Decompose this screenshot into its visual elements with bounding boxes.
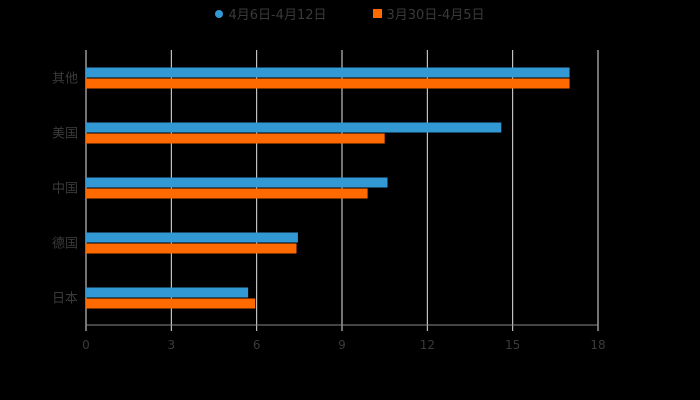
bar [86,67,570,78]
category-label: 德国 [52,237,78,252]
x-tick-label: 6 [253,338,261,352]
legend-item-series-2[interactable]: 3月30日-4月5日 [372,4,485,23]
bar [86,188,368,199]
category-label: 美国 [52,127,78,142]
legend-item-series-1[interactable]: 4月6日-4月12日 [215,4,327,23]
legend-label: 4月6日-4月12日 [228,8,327,23]
legend-label: 3月30日-4月5日 [386,8,485,23]
category-label: 日本 [52,292,78,307]
x-tick-label: 9 [338,338,346,352]
bar [86,177,388,188]
bar [86,232,298,243]
square-icon [372,9,382,18]
circle-icon [215,9,224,18]
bar [86,287,249,298]
bar [86,133,385,144]
bar [86,243,297,254]
x-tick-label: 12 [420,338,435,352]
category-label: 中国 [52,182,78,197]
bar [86,122,502,133]
x-tick-label: 18 [590,338,605,352]
bar [86,298,256,309]
bar [86,78,570,89]
x-tick-label: 15 [505,338,520,352]
category-label: 其他 [52,72,78,87]
x-tick-label: 3 [168,338,176,352]
x-tick-label: 0 [82,338,90,352]
chart-legend: 4月6日-4月12日 3月30日-4月5日 [0,4,700,23]
